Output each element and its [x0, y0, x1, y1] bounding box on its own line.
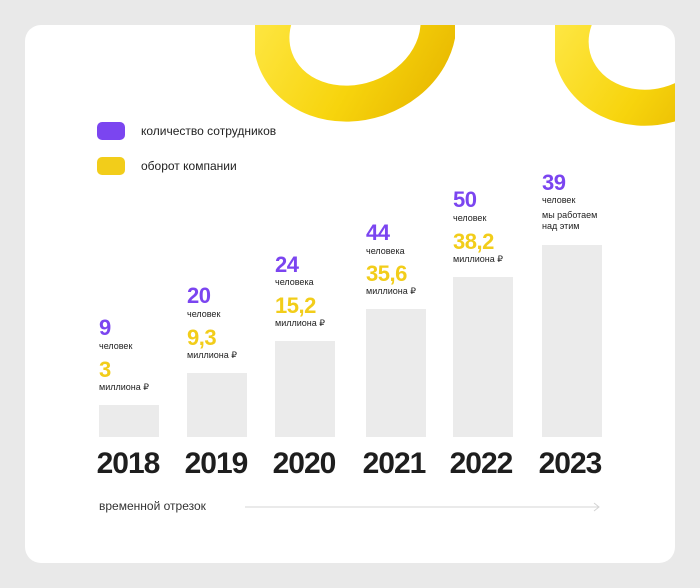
- revenue-value: 38,2: [453, 229, 494, 254]
- legend-item-employees: количество сотрудников: [97, 122, 276, 140]
- legend-label-employees: количество сотрудников: [141, 124, 277, 138]
- time-axis-arrow: [245, 502, 600, 512]
- year-label: 2019: [184, 447, 249, 480]
- status-note: мы работаем над этим: [542, 210, 598, 231]
- employees-value: 39: [542, 170, 566, 195]
- revenue-value: 9,3: [187, 325, 217, 350]
- time-axis-label: временной отрезок: [99, 499, 206, 513]
- employees-value: 20: [187, 283, 211, 308]
- employees-unit: человека: [275, 277, 314, 287]
- year-label: 2023: [538, 447, 603, 480]
- revenue-unit: миллиона ₽: [366, 286, 416, 296]
- employees-value: 9: [99, 315, 111, 340]
- employees-unit: человек: [187, 309, 221, 319]
- revenue-value: 15,2: [275, 293, 316, 318]
- employees-value: 50: [453, 187, 477, 212]
- bar-2020: [275, 341, 335, 437]
- bar-2022: [453, 277, 513, 437]
- bar-2021: [366, 309, 426, 437]
- employees-unit: человек: [542, 195, 576, 205]
- employees-unit: человек: [99, 341, 133, 351]
- bar-2018: [99, 405, 159, 437]
- revenue-unit: миллиона ₽: [187, 350, 237, 360]
- decorative-ring-right: [555, 25, 675, 126]
- chart-card: количество сотрудников оборот компании 9…: [25, 25, 675, 563]
- employees-unit: человек: [453, 213, 487, 223]
- year-label: 2020: [272, 447, 337, 480]
- employees-unit: человека: [366, 246, 405, 256]
- revenue-value: 3: [99, 357, 111, 382]
- revenue-unit: миллиона ₽: [453, 254, 503, 264]
- bar-2019: [187, 373, 247, 437]
- legend-label-revenue: оборот компании: [141, 159, 237, 173]
- bar-2023: [542, 245, 602, 437]
- employees-value: 44: [366, 220, 390, 245]
- year-label: 2022: [449, 447, 514, 480]
- year-label: 2021: [362, 447, 427, 480]
- legend-swatch-revenue: [97, 157, 125, 175]
- legend-swatch-employees: [97, 122, 125, 140]
- legend-item-revenue: оборот компании: [97, 157, 237, 175]
- revenue-value: 35,6: [366, 261, 407, 286]
- year-label: 2018: [96, 447, 161, 480]
- revenue-unit: миллиона ₽: [99, 382, 149, 392]
- decorative-ring-left: [255, 25, 455, 122]
- employees-value: 24: [275, 252, 299, 277]
- revenue-unit: миллиона ₽: [275, 318, 325, 328]
